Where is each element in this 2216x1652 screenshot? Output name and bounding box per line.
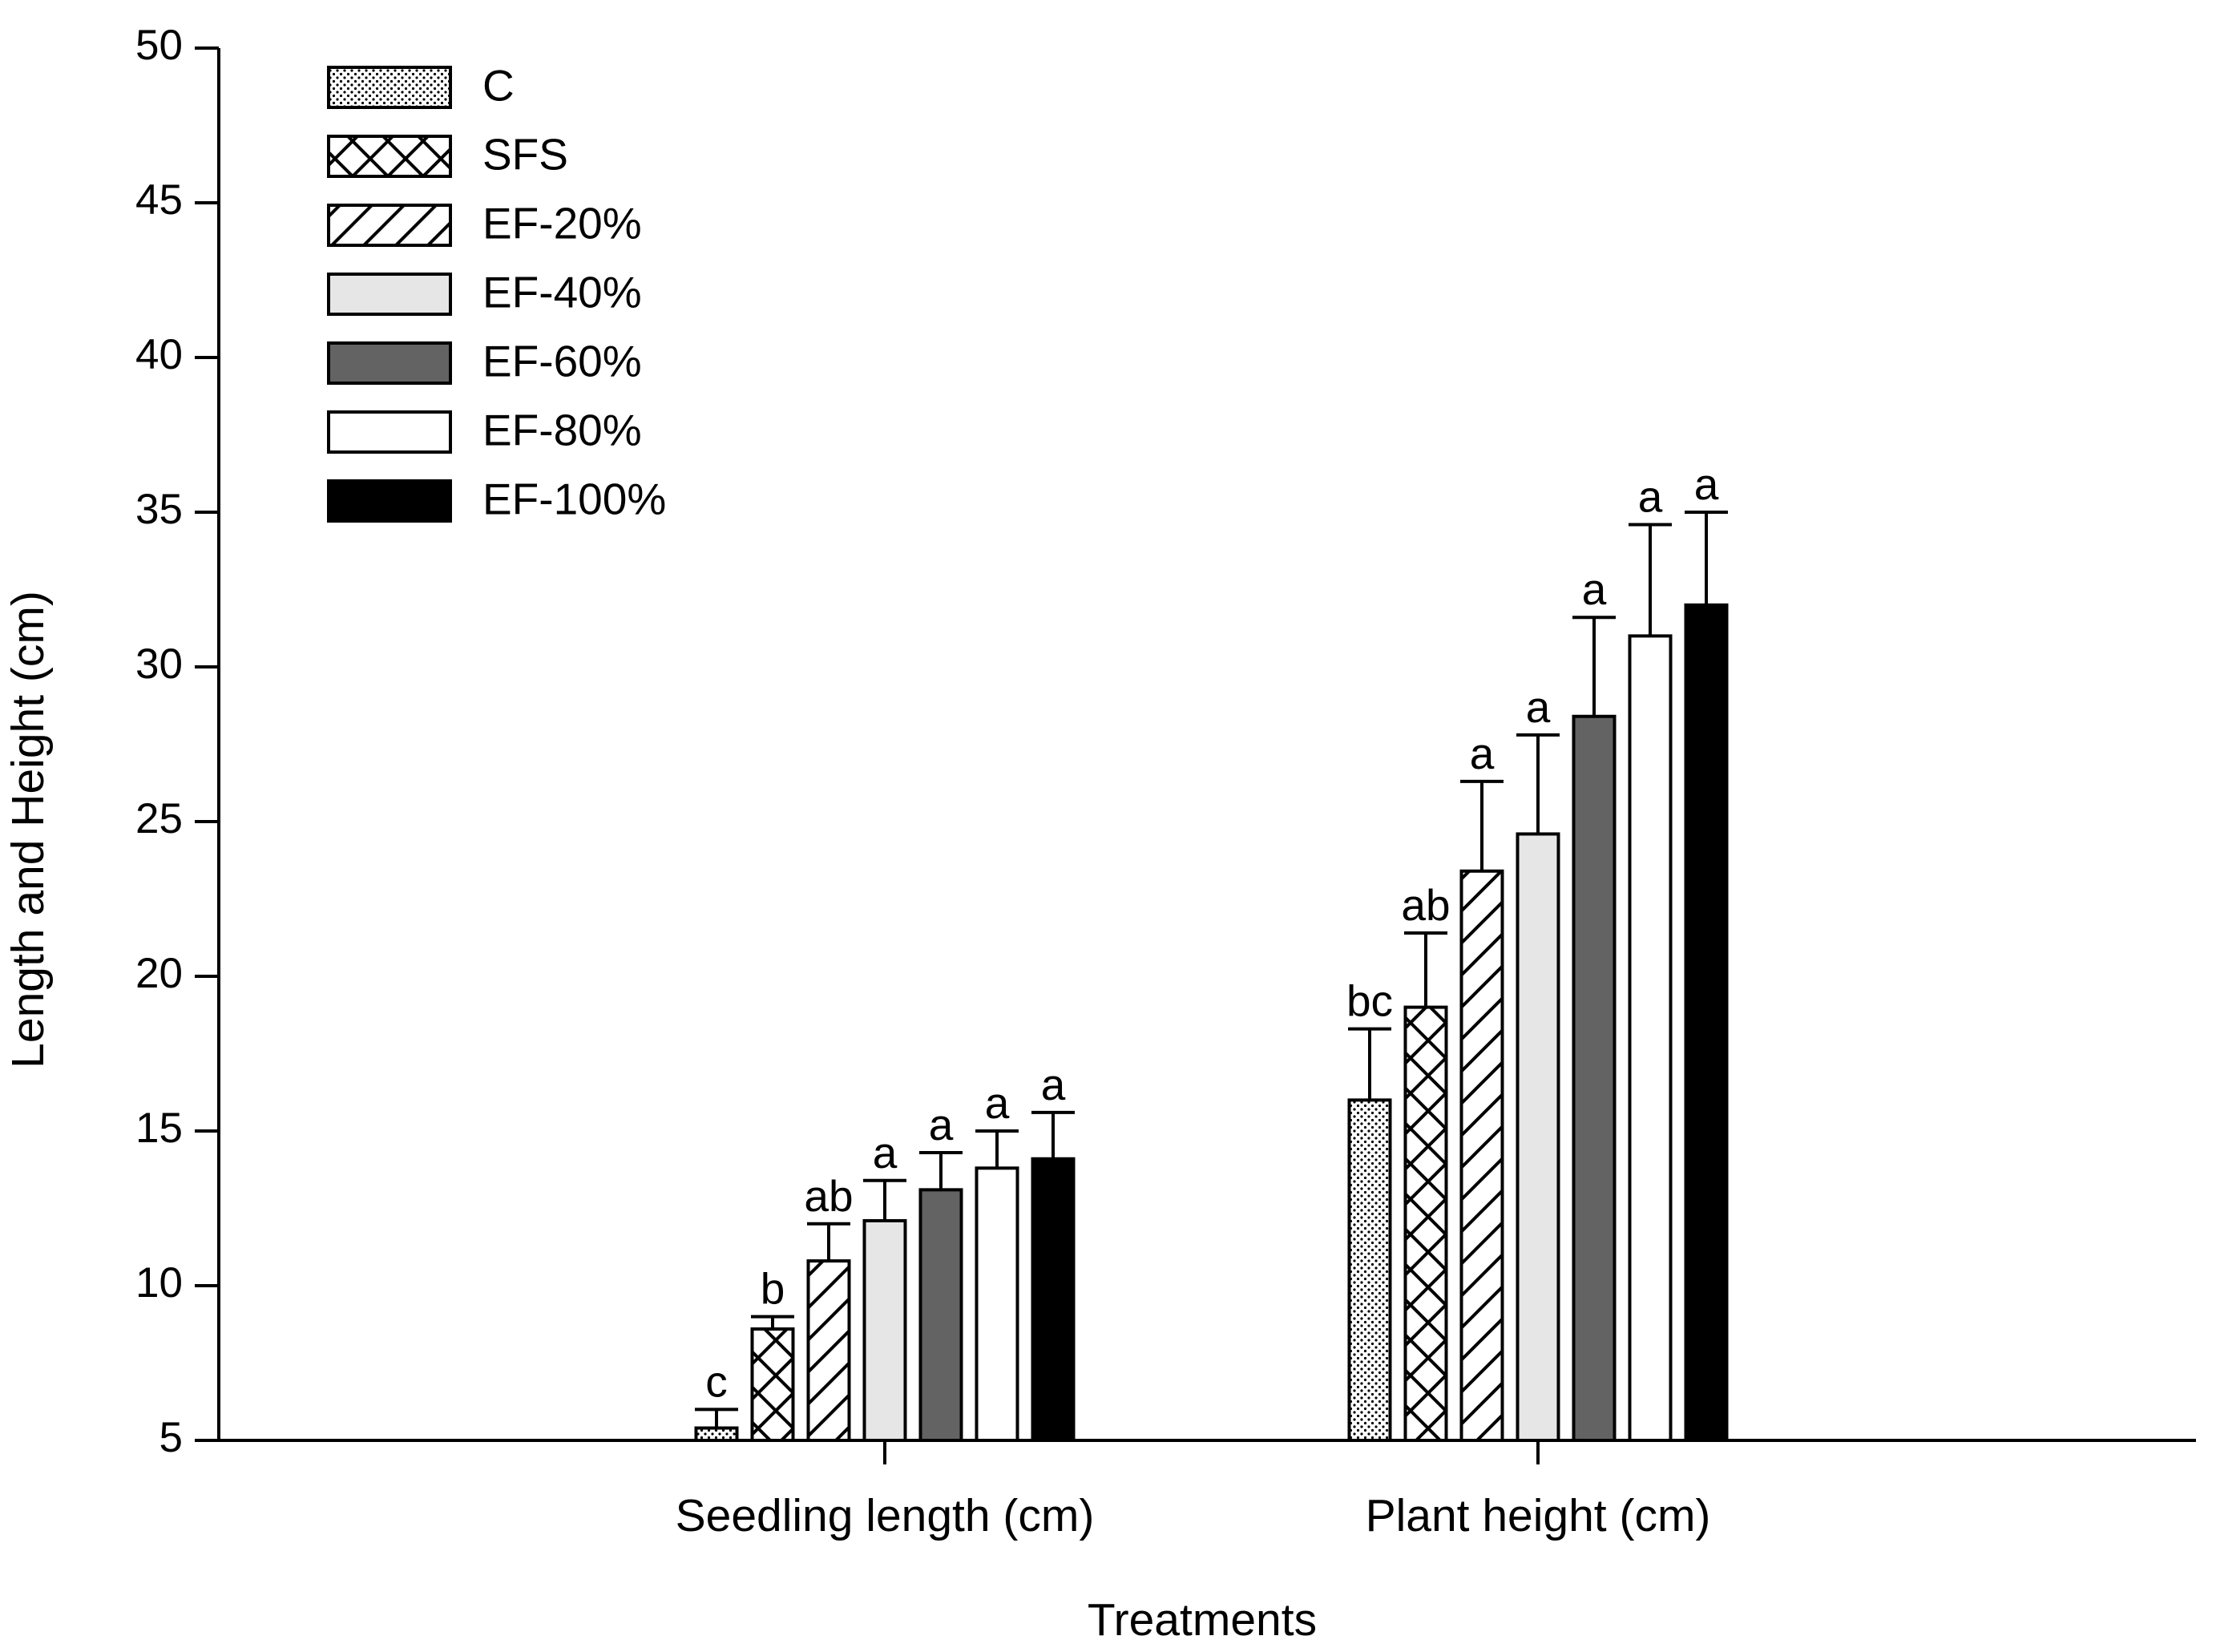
legend-label: SFS	[482, 130, 568, 180]
x-axis-title: Treatments	[1088, 1594, 1317, 1646]
bar	[975, 1166, 1019, 1442]
significance-letter: a	[873, 1128, 898, 1177]
x-axis: Seedling length (cm) Plant height (cm)	[219, 1439, 2196, 1541]
legend-swatch	[327, 410, 452, 454]
significance-letter: bc	[1346, 976, 1393, 1026]
y-tick-label: 35	[135, 486, 183, 533]
legend-label: EF-80%	[482, 406, 642, 455]
bar	[1684, 603, 1729, 1442]
significance-letter: a	[1694, 459, 1719, 509]
y-tick-label: 15	[135, 1105, 183, 1152]
legend: C SFS EF-20% EF-40% EF-60% EF-80% EF-100%	[327, 61, 666, 524]
bar	[862, 1218, 907, 1442]
bar	[1516, 832, 1560, 1442]
significance-letter: ab	[1401, 880, 1450, 930]
significance-letter: b	[761, 1264, 785, 1314]
y-tick-label: 30	[135, 640, 183, 688]
y-tick-label: 45	[135, 176, 183, 224]
legend-label: EF-60%	[482, 337, 642, 386]
bar	[1628, 634, 1673, 1442]
legend-swatch	[327, 204, 452, 247]
legend-swatch	[327, 66, 452, 109]
significance-letter: a	[1582, 564, 1607, 614]
significance-letter: a	[1526, 682, 1551, 732]
legend-swatch	[327, 479, 452, 523]
y-tick-label: 25	[135, 795, 183, 842]
bar	[1403, 1005, 1448, 1442]
x-category-label: Plant height (cm)	[1366, 1490, 1711, 1541]
legend-swatch	[327, 135, 452, 178]
legend-label: EF-100%	[482, 475, 666, 524]
y-tick-label: 40	[135, 331, 183, 378]
y-axis: 5 10 15 20 25 30 35 40 45 50	[135, 22, 220, 1461]
legend-swatch	[327, 273, 452, 316]
y-tick-label: 10	[135, 1259, 183, 1307]
bar	[1347, 1098, 1392, 1443]
legend-label: EF-40%	[482, 268, 642, 317]
bar	[1459, 869, 1504, 1442]
bar	[750, 1327, 795, 1443]
bar	[918, 1188, 963, 1442]
y-tick-label: 20	[135, 950, 183, 997]
significance-letter: a	[1041, 1060, 1066, 1109]
legend-label: C	[482, 61, 515, 111]
significance-letter: a	[929, 1100, 954, 1149]
significance-letter: c	[705, 1356, 728, 1406]
bar	[1572, 714, 1617, 1442]
significance-letter: a	[1470, 729, 1495, 778]
bar	[806, 1259, 851, 1442]
legend-label: EF-20%	[482, 199, 642, 248]
y-axis-title: Length and Height (cm)	[2, 591, 54, 1068]
significance-letter: a	[1638, 471, 1663, 521]
bar	[1031, 1157, 1076, 1442]
significance-letter: ab	[804, 1171, 853, 1221]
y-tick-label: 50	[135, 22, 183, 69]
legend-swatch	[327, 341, 452, 385]
significance-letter: a	[985, 1078, 1010, 1128]
bar	[694, 1426, 739, 1443]
x-category-label: Seedling length (cm)	[676, 1490, 1095, 1541]
y-tick-label: 5	[159, 1414, 183, 1461]
